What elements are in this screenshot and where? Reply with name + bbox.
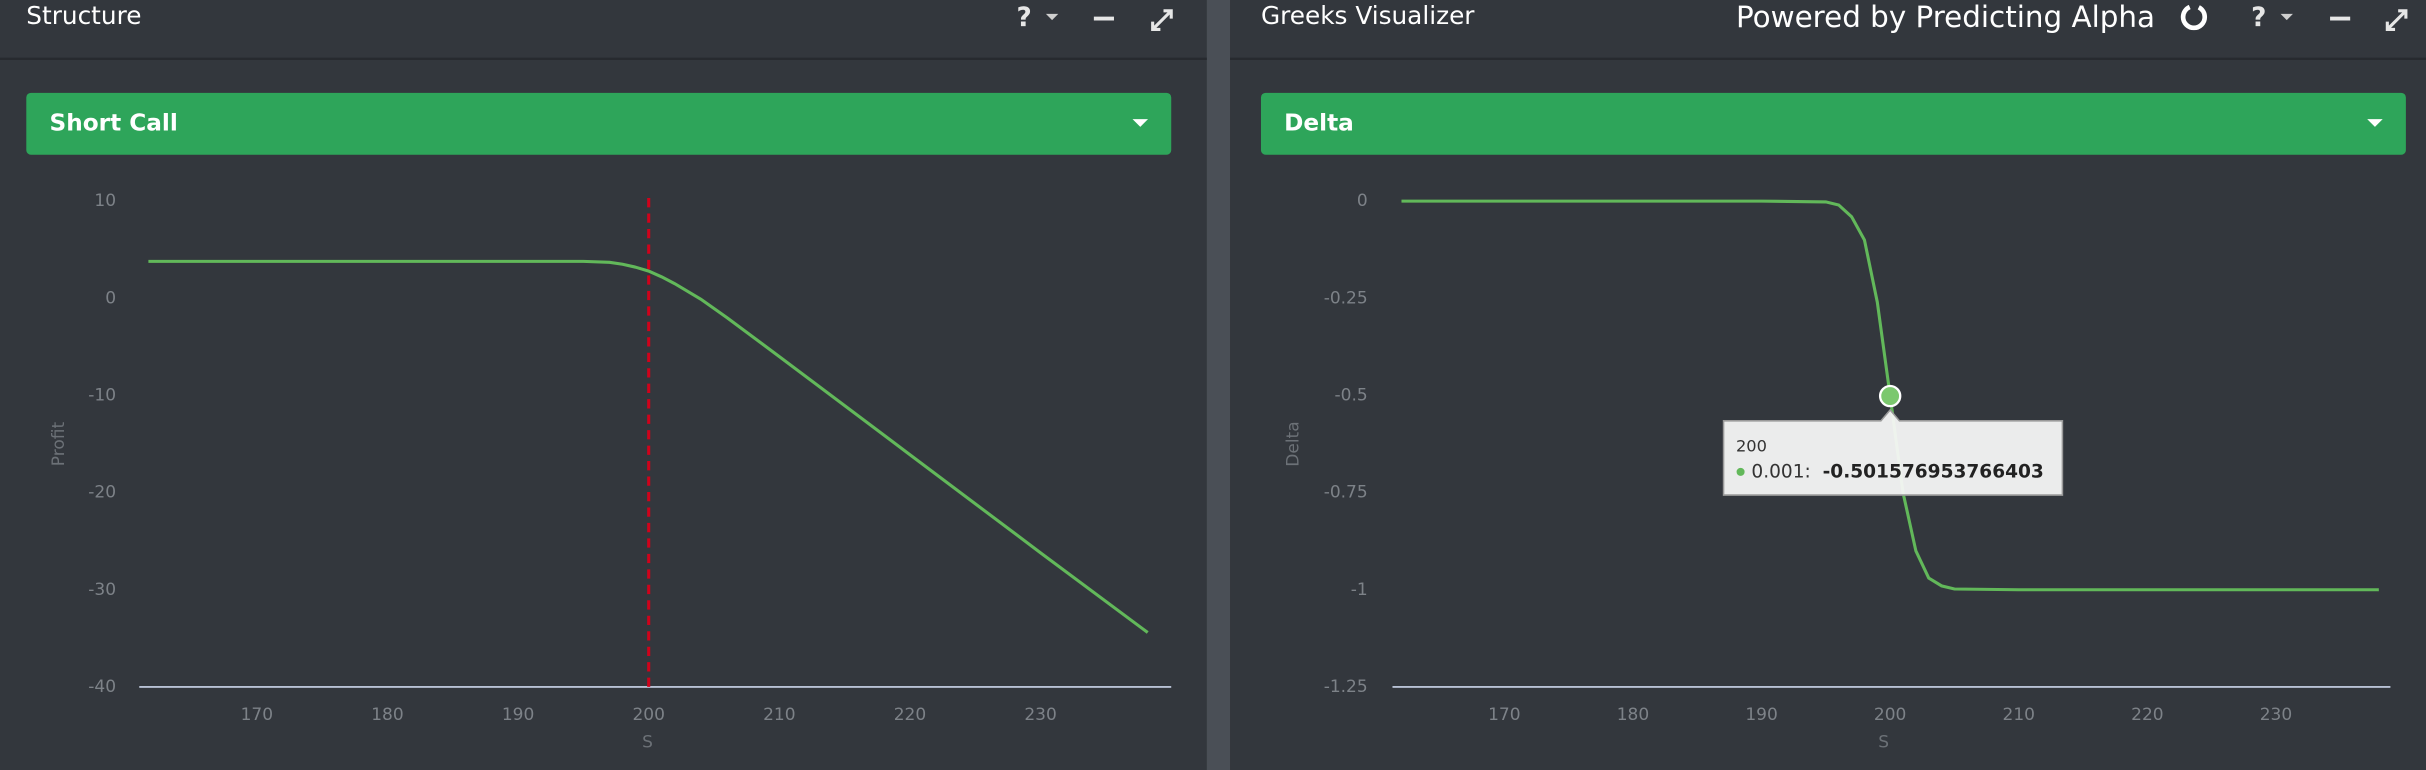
- dropdown-caret[interactable]: [1132, 119, 1149, 127]
- y-tick-label: -10: [88, 385, 116, 405]
- x-tick-label: 200: [632, 705, 664, 725]
- y-tick-label: -1.25: [1324, 677, 1368, 697]
- x-tick-label: 210: [763, 705, 795, 725]
- x-tick-label: 200: [1874, 705, 1906, 725]
- dropdown-label[interactable]: Delta: [1284, 109, 1354, 136]
- y-tick-label: -0.25: [1324, 288, 1368, 308]
- brand-text: Powered by Predicting Alpha: [1736, 0, 2155, 34]
- y-tick-label: -0.75: [1324, 483, 1368, 503]
- x-axis-title: S: [1878, 733, 1889, 753]
- y-axis-title: Profit: [49, 422, 69, 467]
- y-tick-label: 10: [94, 191, 116, 211]
- data-line: [148, 259, 1149, 634]
- x-tick-label: 180: [371, 705, 403, 725]
- y-tick-label: -30: [88, 580, 116, 600]
- greek-dropdown[interactable]: [1260, 92, 2406, 155]
- y-tick-label: -0.5: [1335, 385, 1368, 405]
- brand-logo: [2180, 3, 2208, 31]
- y-tick-label: 0: [1357, 191, 1368, 211]
- x-tick-label: 230: [2260, 705, 2292, 725]
- dropdown-caret[interactable]: [2367, 119, 2383, 127]
- x-tick-label: 170: [1488, 705, 1520, 725]
- help-icon[interactable]: ?: [1017, 3, 1032, 33]
- panel-title: Greeks Visualizer: [1261, 1, 1475, 30]
- dropdown-label[interactable]: Short Call: [50, 109, 178, 136]
- panel-title: Structure: [26, 1, 141, 30]
- y-axis-title: Delta: [1283, 421, 1303, 466]
- tooltip-box: [1722, 408, 2064, 496]
- x-tick-label: 210: [2003, 705, 2035, 725]
- x-axis-title: S: [642, 733, 653, 753]
- splitter[interactable]: [1206, 0, 1231, 770]
- x-tick-label: 170: [241, 705, 273, 725]
- x-tick-label: 190: [1745, 705, 1777, 725]
- y-tick-label: -20: [88, 483, 116, 503]
- hover-marker: [1878, 384, 1902, 408]
- expand-button[interactable]: [2385, 9, 2408, 31]
- help-icon[interactable]: ?: [2251, 3, 2266, 33]
- y-tick-label: 0: [105, 288, 116, 308]
- tooltip-series: 0.001:: [1751, 461, 1810, 482]
- x-tick-label: 180: [1617, 705, 1649, 725]
- x-tick-label: 230: [1024, 705, 1056, 725]
- help-caret[interactable]: [2280, 13, 2293, 21]
- y-tick-label: -40: [88, 677, 116, 697]
- x-tick-label: 220: [894, 705, 926, 725]
- expand-button[interactable]: [1151, 9, 1173, 31]
- tooltip-value: -0.501576953766403: [1823, 461, 2044, 482]
- tooltip-header: 200: [1736, 437, 1767, 456]
- help-caret[interactable]: [1045, 13, 1059, 21]
- tooltip-dot: [1736, 467, 1745, 476]
- x-tick-label: 190: [502, 705, 534, 725]
- x-tick-label: 220: [2131, 705, 2163, 725]
- y-tick-label: -1: [1351, 580, 1368, 600]
- strategy-dropdown[interactable]: [26, 92, 1172, 155]
